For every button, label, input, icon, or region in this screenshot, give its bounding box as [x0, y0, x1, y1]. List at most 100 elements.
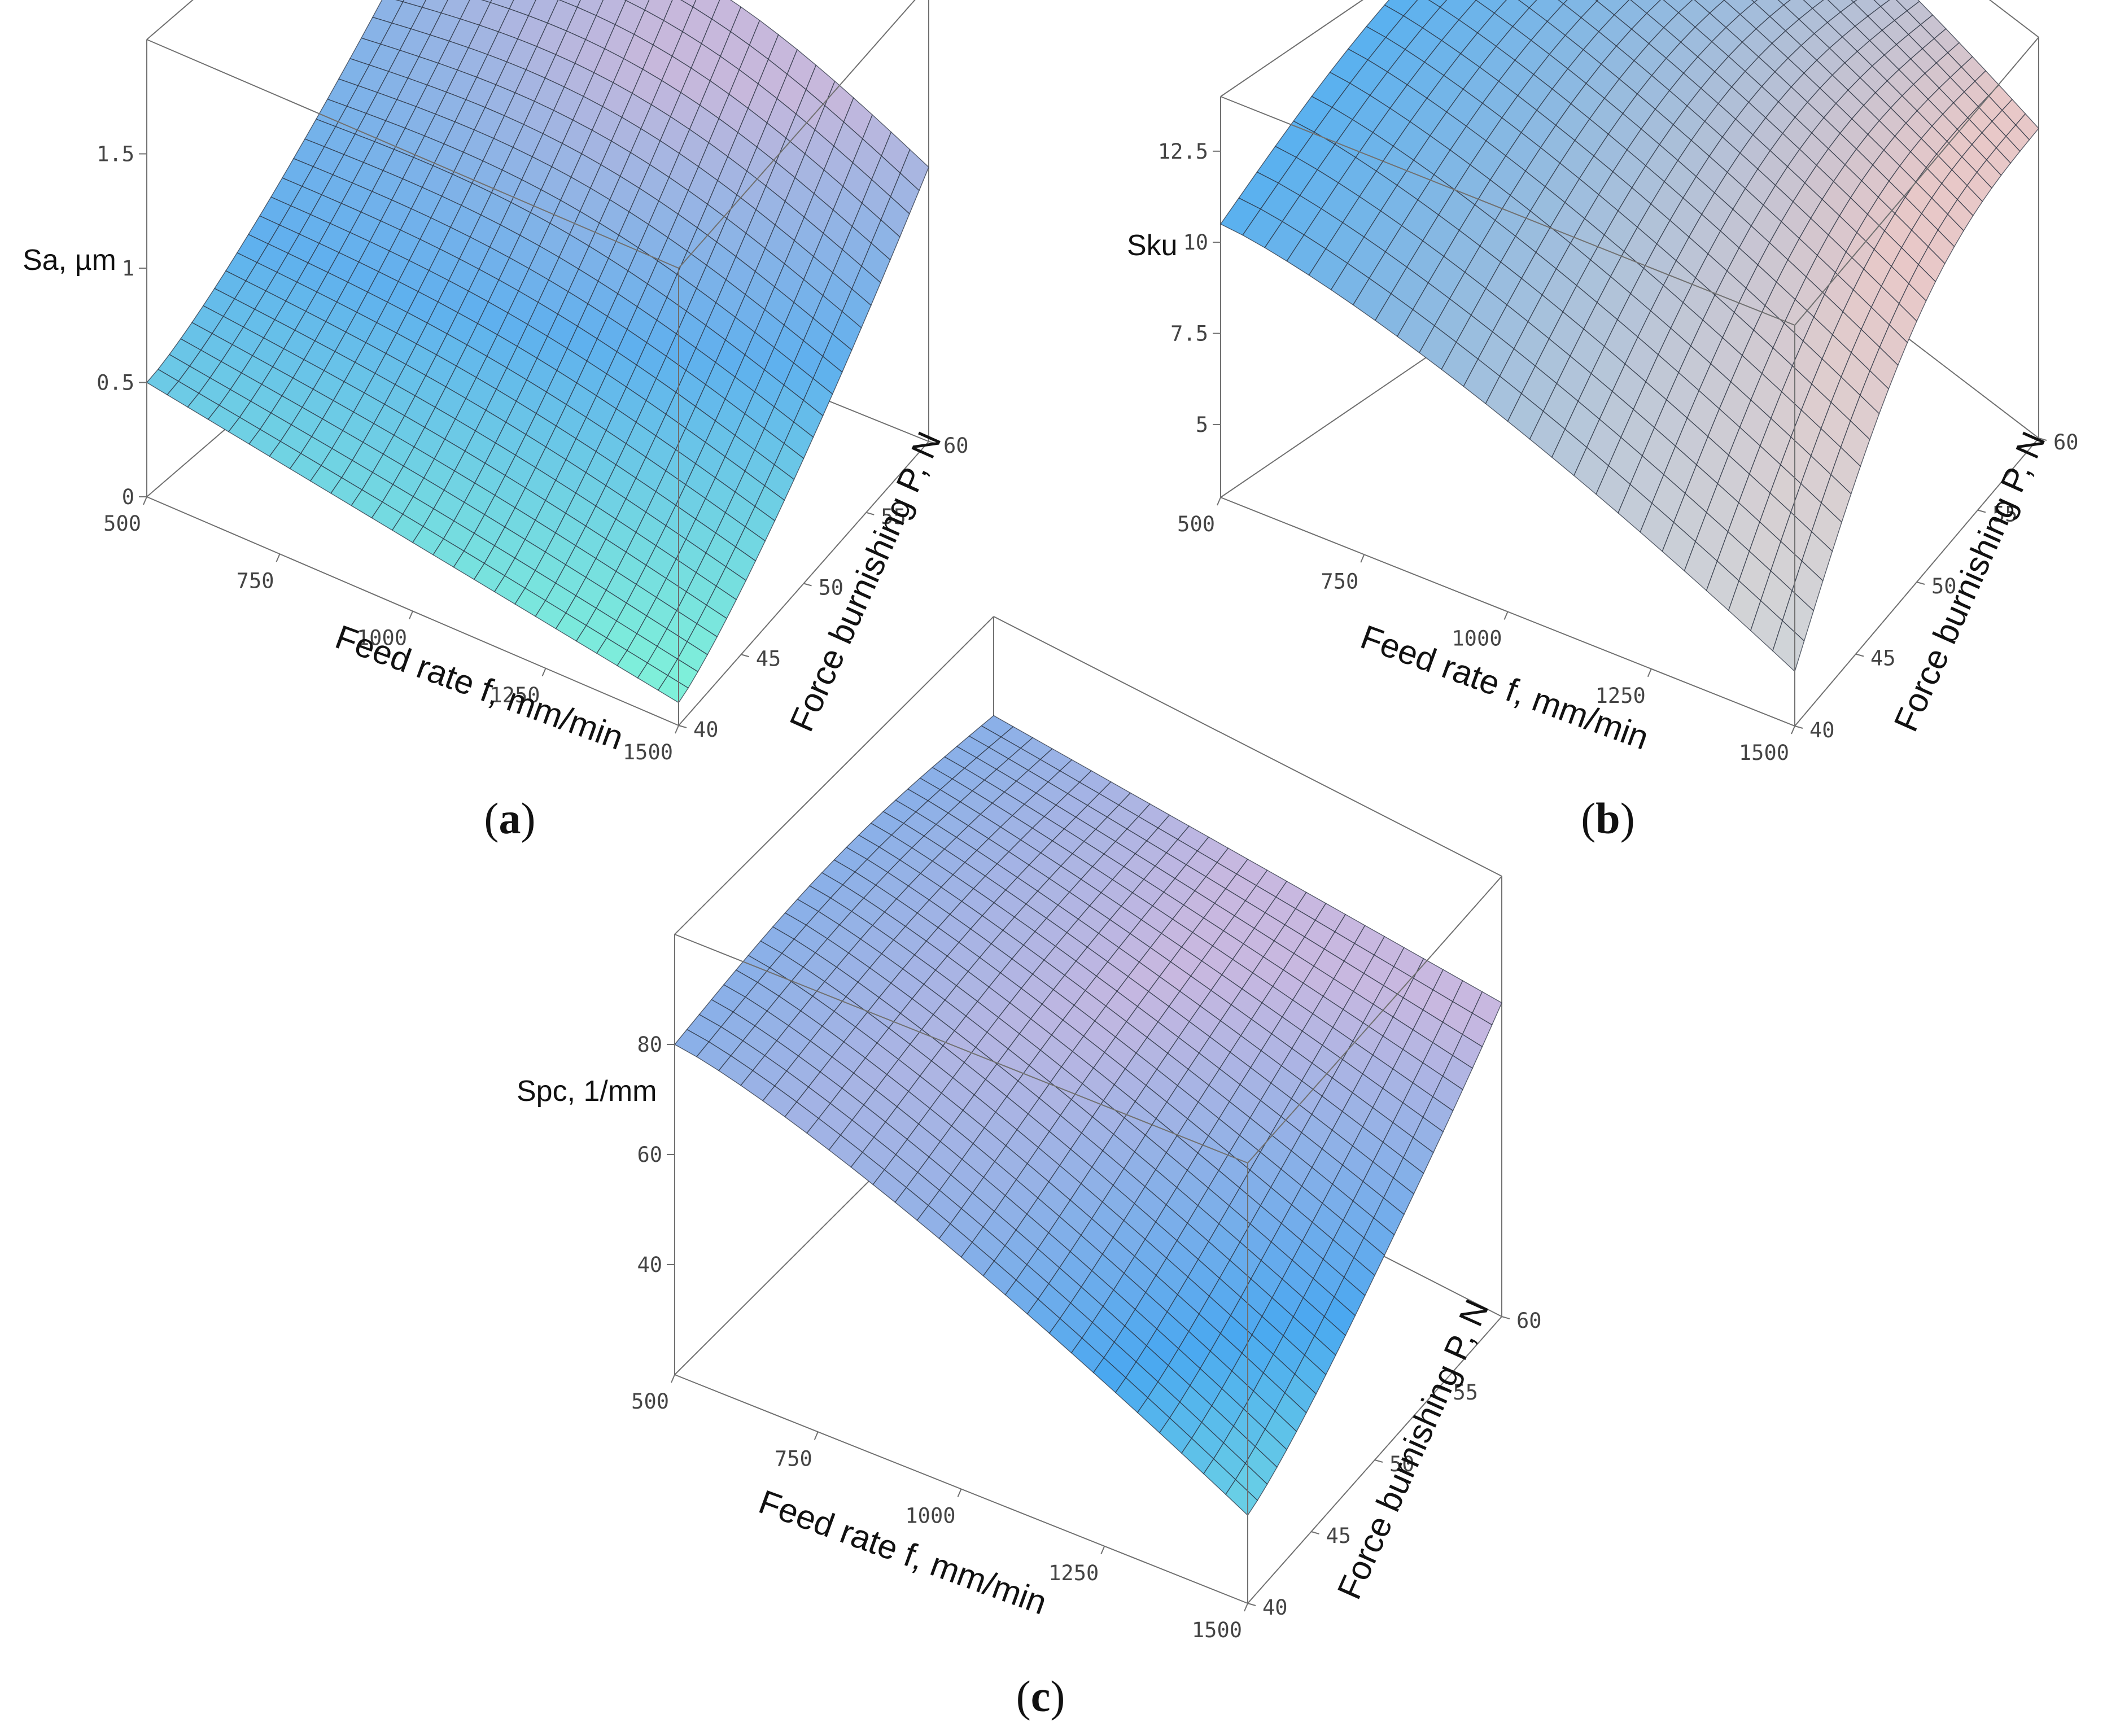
x-tick-label: 1500: [1739, 741, 1789, 765]
x-tick-label: 1000: [905, 1504, 955, 1528]
y-tick-mark: [678, 725, 687, 728]
z-tick-label: 1.5: [97, 142, 134, 167]
box-edge-top-right: [678, 0, 916, 269]
box-edge-top-back: [993, 616, 1502, 877]
z-tick-label: 0.5: [97, 371, 134, 395]
panel-c: 500 750 1000 1250 1500 40 45 50 55 60 40 60 80 Feed r…: [0, 616, 2107, 1736]
y-tick-mark: [928, 441, 937, 444]
x-tick-label: 1000: [357, 626, 407, 650]
z-axis-label: Sa, µm: [23, 244, 116, 277]
y-tick-label: 45: [1326, 1524, 1352, 1548]
x-tick-mark: [1360, 554, 1365, 563]
y-tick-mark: [865, 511, 875, 515]
x-tick-label: 1000: [1452, 627, 1502, 651]
caption-a: (a): [484, 794, 536, 843]
x-tick-label: 750: [1321, 569, 1358, 593]
x-tick-label: 500: [103, 511, 141, 536]
y-tick-label: 45: [756, 646, 781, 671]
surface-cell: [657, 675, 689, 703]
y-tick-label: 60: [2053, 430, 2079, 454]
y-tick-mark: [1374, 1459, 1383, 1463]
z-tick-label: 40: [637, 1253, 662, 1277]
x-tick-mark: [671, 1374, 675, 1383]
x-tick-mark: [1217, 497, 1221, 506]
x-tick-label: 500: [631, 1389, 669, 1414]
caption-c: (c): [1016, 1672, 1065, 1721]
surface-plot-a: 500750100012501500404550556000.511.5Feed…: [23, 0, 969, 764]
x-tick-mark: [1791, 725, 1795, 734]
surface-cell: [1558, 0, 1568, 5]
y-axis-label: Force burnishing P, N: [1330, 1294, 1496, 1604]
y-tick-label: 45: [1870, 646, 1896, 671]
y-tick-mark: [1311, 1531, 1319, 1534]
y-tick-mark: [1794, 725, 1803, 729]
panel-a: 500 750 1000 1250 1500 40 45 50 55 60 0 0.5 1 1.5 Feed…: [0, 0, 1054, 868]
x-tick-mark: [409, 611, 413, 619]
box-edge-top-front: [1220, 96, 1795, 326]
z-tick-label: 5: [1196, 413, 1208, 437]
y-tick-mark: [1247, 1603, 1256, 1606]
x-tick-label: 750: [775, 1446, 812, 1471]
box-edge-top-left: [1220, 0, 1364, 97]
y-tick-mark: [1977, 509, 1986, 513]
z-tick-label: 10: [1183, 230, 1208, 255]
x-tick-mark: [1503, 611, 1509, 620]
x-tick-label: 750: [237, 569, 274, 593]
x-tick-mark: [1647, 668, 1652, 677]
x-tick-mark: [276, 553, 281, 562]
surface-mesh: [1219, 0, 2039, 672]
x-tick-mark: [1100, 1546, 1105, 1555]
surface-cell: [1772, 620, 1805, 672]
z-tick-label: 7.5: [1170, 322, 1208, 346]
x-tick-label: 1500: [623, 740, 673, 764]
y-tick-label: 60: [943, 434, 969, 458]
y-tick-mark: [803, 583, 812, 587]
box-edge-top-front: [146, 39, 679, 269]
y-tick-label: 50: [1389, 1452, 1415, 1476]
y-tick-mark: [1855, 653, 1864, 657]
y-tick-label: 55: [1453, 1380, 1479, 1405]
surface-plot-c: 500 750 1000 1250 1500 40 45 50 55 60 40 60 80 Feed r…: [517, 616, 1542, 1642]
x-tick-mark: [675, 725, 679, 734]
z-tick-label: 12.5: [1158, 139, 1208, 164]
box-edge-top-right: [1247, 876, 1502, 1164]
y-tick-mark: [1438, 1388, 1446, 1391]
z-tick-label: 0: [122, 485, 134, 509]
x-tick-label: 1500: [1192, 1618, 1242, 1642]
y-tick-label: 55: [881, 505, 906, 529]
y-tick-label: 50: [819, 576, 844, 600]
x-tick-mark: [1244, 1603, 1248, 1612]
y-axis-label: Force burnishing P, N: [1887, 426, 2053, 737]
box-edge-top-front: [674, 934, 1248, 1164]
z-axis-label: Sku: [1127, 229, 1178, 262]
y-tick-label: 40: [693, 718, 719, 742]
panel-b: 500 750 1000 1250 1500 40 45 50 55 60 5 7.5 10 12.5 Fe…: [1054, 0, 2107, 868]
surface-mesh: [146, 0, 929, 703]
y-tick-mark: [1916, 581, 1925, 585]
y-tick-mark: [741, 654, 750, 658]
y-tick-mark: [2038, 438, 2047, 441]
y-axis-label: Force burnishing P, N: [783, 426, 948, 737]
x-tick-mark: [957, 1489, 962, 1497]
box-edge-top-left: [674, 616, 994, 935]
surface-cell: [1225, 1479, 1258, 1516]
x-tick-label: 500: [1177, 512, 1215, 536]
y-tick-mark: [1501, 1316, 1510, 1319]
z-axis-label: Spc, 1/mm: [517, 1075, 657, 1108]
x-tick-label: 1250: [489, 683, 540, 707]
z-tick-label: 60: [637, 1143, 662, 1167]
caption-b: (b): [1581, 794, 1635, 843]
y-tick-label: 50: [1931, 574, 1957, 598]
y-tick-label: 40: [1809, 718, 1835, 742]
y-tick-label: 60: [1516, 1309, 1542, 1333]
x-tick-label: 1250: [1048, 1561, 1099, 1585]
z-tick-label: 1: [122, 256, 134, 281]
x-tick-mark: [541, 668, 547, 677]
x-tick-label: 1250: [1595, 684, 1646, 708]
surface-plot-b: 500750100012501500404550556057.51012.5Fe…: [1127, 0, 2079, 765]
box-edge-top-right: [1794, 37, 2039, 326]
x-tick-mark: [814, 1431, 819, 1440]
z-tick-label: 80: [637, 1033, 662, 1057]
y-tick-label: 55: [1992, 502, 2018, 527]
y-tick-label: 40: [1262, 1595, 1288, 1620]
